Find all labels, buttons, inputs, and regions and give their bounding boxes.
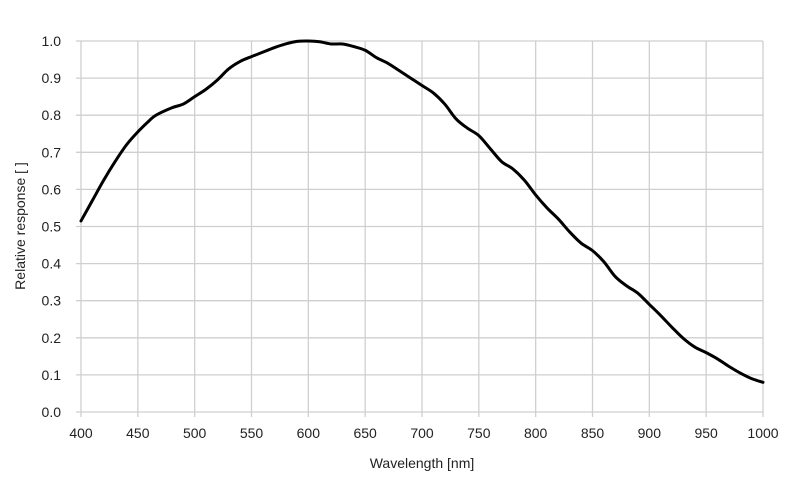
- x-tick-label: 550: [240, 425, 264, 441]
- x-tick-label: 600: [297, 425, 321, 441]
- y-tick-label: 0.6: [42, 181, 62, 197]
- x-tick-label: 400: [69, 425, 93, 441]
- y-tick-label: 0.2: [42, 330, 62, 346]
- y-tick-label: 0.1: [42, 367, 62, 383]
- x-axis-title: Wavelength [nm]: [370, 455, 475, 471]
- grid: [76, 40, 764, 417]
- series-line: [79, 39, 765, 384]
- y-axis-title: Relative response [ ]: [12, 162, 28, 290]
- y-tick-label: 0.0: [42, 404, 62, 420]
- x-tick-label: 850: [581, 425, 605, 441]
- x-tick-label: 650: [353, 425, 377, 441]
- x-tick-label: 1000: [747, 425, 778, 441]
- x-tick-label: 450: [126, 425, 150, 441]
- x-tick-label: 750: [467, 425, 491, 441]
- x-tick-label: 700: [410, 425, 434, 441]
- y-tick-label: 0.8: [42, 107, 62, 123]
- y-tick-label: 0.5: [42, 219, 62, 235]
- tick-labels: 400 450 500 550 600 650 700 750 800 850 900 950 1000…: [42, 33, 779, 441]
- x-tick-label: 950: [694, 425, 718, 441]
- x-tick-label: 800: [524, 425, 548, 441]
- y-tick-label: 0.3: [42, 293, 62, 309]
- x-tick-label: 900: [638, 425, 662, 441]
- y-tick-label: 0.7: [42, 144, 62, 160]
- y-tick-label: 0.9: [42, 70, 62, 86]
- y-tick-label: 1.0: [42, 33, 62, 49]
- y-tick-label: 0.4: [42, 256, 62, 272]
- x-tick-label: 500: [183, 425, 207, 441]
